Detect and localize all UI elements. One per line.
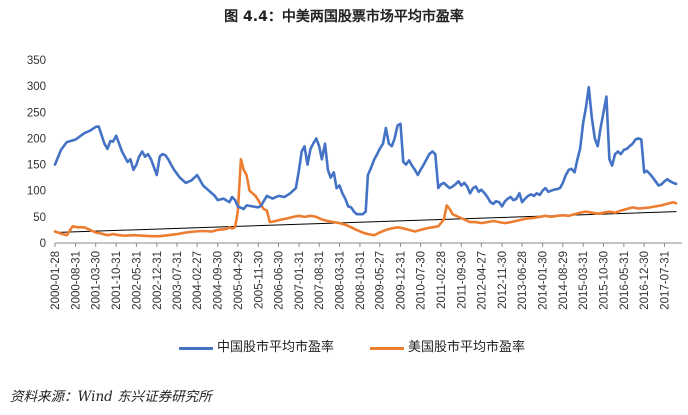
legend-swatch-us [370,347,404,350]
x-tick-label: 2005-11-30 [253,251,265,309]
trend-line [54,211,677,233]
series-line-us [53,158,678,238]
x-tick-label: 2002-05-31 [131,251,143,310]
x-tick-label: 2012-04-27 [476,251,488,310]
source-note: 资料来源：Wind 东兴证券研究所 [10,389,212,405]
x-tick-label: 2004-02-27 [192,251,204,310]
legend-swatch-china [179,347,213,350]
legend-item-us: 美国股市平均市盈率 [370,338,525,358]
x-tick-label: 2011-09-30 [456,251,468,309]
y-tick-label: 50 [33,212,46,224]
legend-label-us: 美国股市平均市盈率 [408,340,526,355]
x-tick-label: 2006-06-30 [274,251,286,310]
legend: 中国股市平均市盈率 美国股市平均市盈率 [0,338,688,358]
y-tick-label: 100 [27,186,46,198]
x-tick-label: 2017-07-31 [659,251,671,310]
x-tick-label: 2011-02-28 [436,251,448,309]
y-tick-label: 0 [40,238,46,250]
series-line-china [53,85,678,216]
y-tick-label: 150 [27,160,46,172]
y-tick-label: 200 [27,133,46,145]
x-tick-label: 2012-11-30 [497,251,509,309]
legend-label-china: 中国股市平均市盈率 [217,340,335,355]
x-tick-label: 2008-03-31 [335,251,347,310]
x-tick-label: 2016-12-30 [639,251,651,310]
x-tick-label: 2004-09-30 [213,251,225,310]
y-axis: 0 50 100 150 200 250 300 350 [27,55,46,250]
x-tick-label: 2009-05-27 [375,251,387,310]
x-tick-label: 2013-06-28 [517,251,529,310]
x-tick-label: 2007-08-31 [314,251,326,310]
x-tick-label: 2005-04-29 [233,251,245,310]
x-tick-label: 2010-07-30 [416,251,428,310]
x-tick-label: 2015-10-30 [598,251,610,310]
x-tick-label: 2000-08-31 [71,251,83,310]
x-tick-label: 2008-10-31 [355,251,367,310]
x-tick-label: 2016-05-31 [619,251,631,310]
x-tick-label: 2000-01-28 [50,251,62,310]
x-tick-label: 2014-08-29 [558,251,570,310]
x-tick-label: 2015-03-31 [578,251,590,310]
x-tick-label: 2001-03-30 [91,251,103,310]
x-tick-label: 2002-12-31 [152,251,164,310]
legend-item-china: 中国股市平均市盈率 [179,338,334,358]
x-tick-label: 2001-10-31 [111,251,123,310]
x-axis: 2000-01-28 2000-08-31 2001-03-30 2001-10-31… [50,242,682,310]
chart-title: 图 4.4：中美两国股票市场平均市盈率 [224,9,464,25]
y-tick-label: 250 [27,107,46,119]
x-tick-label: 2009-12-31 [396,251,408,310]
x-tick-label: 2003-07-31 [172,251,184,310]
x-tick-label: 2014-01-30 [538,251,550,310]
series-layer [53,85,678,238]
y-tick-label: 300 [27,81,46,93]
y-tick-label: 350 [27,55,46,67]
x-tick-label: 2007-01-31 [294,251,306,310]
